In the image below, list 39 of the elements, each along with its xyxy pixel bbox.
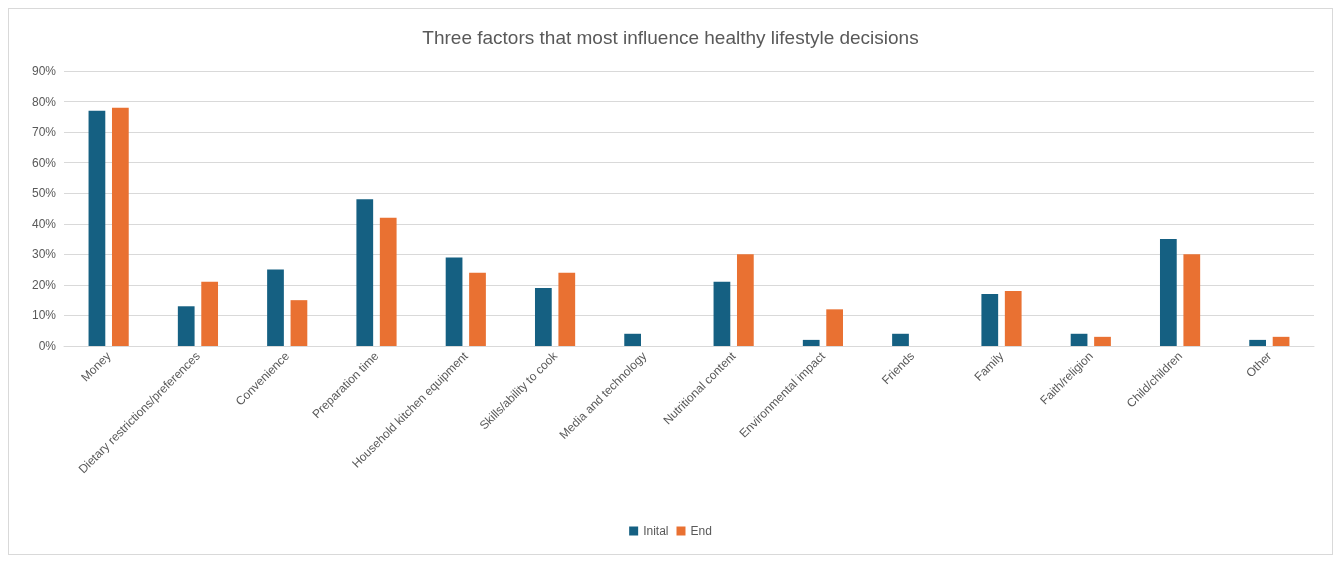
bar	[1183, 254, 1201, 346]
bar	[713, 281, 731, 346]
bar	[469, 272, 486, 346]
y-tick-label: 40%	[31, 216, 57, 231]
bar	[1094, 336, 1111, 346]
y-tick-label: 50%	[31, 186, 57, 201]
y-tick-label: 70%	[31, 125, 57, 140]
bar	[1004, 291, 1022, 346]
bar	[892, 333, 909, 346]
bar	[111, 107, 129, 346]
bar	[802, 339, 820, 346]
legend-label: Inital	[643, 524, 669, 538]
y-tick-label: 0%	[38, 339, 57, 353]
bar	[1159, 239, 1177, 346]
bar	[356, 199, 374, 346]
bar	[736, 254, 754, 346]
bar	[981, 294, 999, 346]
bar	[1070, 333, 1088, 346]
bar	[88, 110, 106, 346]
bar	[826, 309, 844, 346]
bar	[177, 306, 195, 346]
y-tick-label: 10%	[31, 308, 57, 323]
bar	[558, 272, 576, 346]
chart-title: Three factors that most influence healthy lifestyle decisions	[422, 27, 919, 48]
y-tick-label: 80%	[31, 94, 57, 109]
bar	[290, 300, 308, 346]
bar	[534, 287, 552, 346]
bar	[624, 333, 642, 346]
y-tick-label: 90%	[31, 64, 57, 78]
y-tick-label: 60%	[31, 155, 57, 170]
y-tick-label: 30%	[31, 247, 57, 262]
legend-label: End	[690, 524, 712, 538]
bar	[201, 281, 219, 346]
bar	[267, 269, 284, 346]
bar	[445, 257, 463, 346]
y-tick-label: 20%	[31, 277, 57, 292]
bar	[1249, 339, 1267, 346]
bar	[379, 217, 397, 346]
bar	[1272, 336, 1290, 346]
